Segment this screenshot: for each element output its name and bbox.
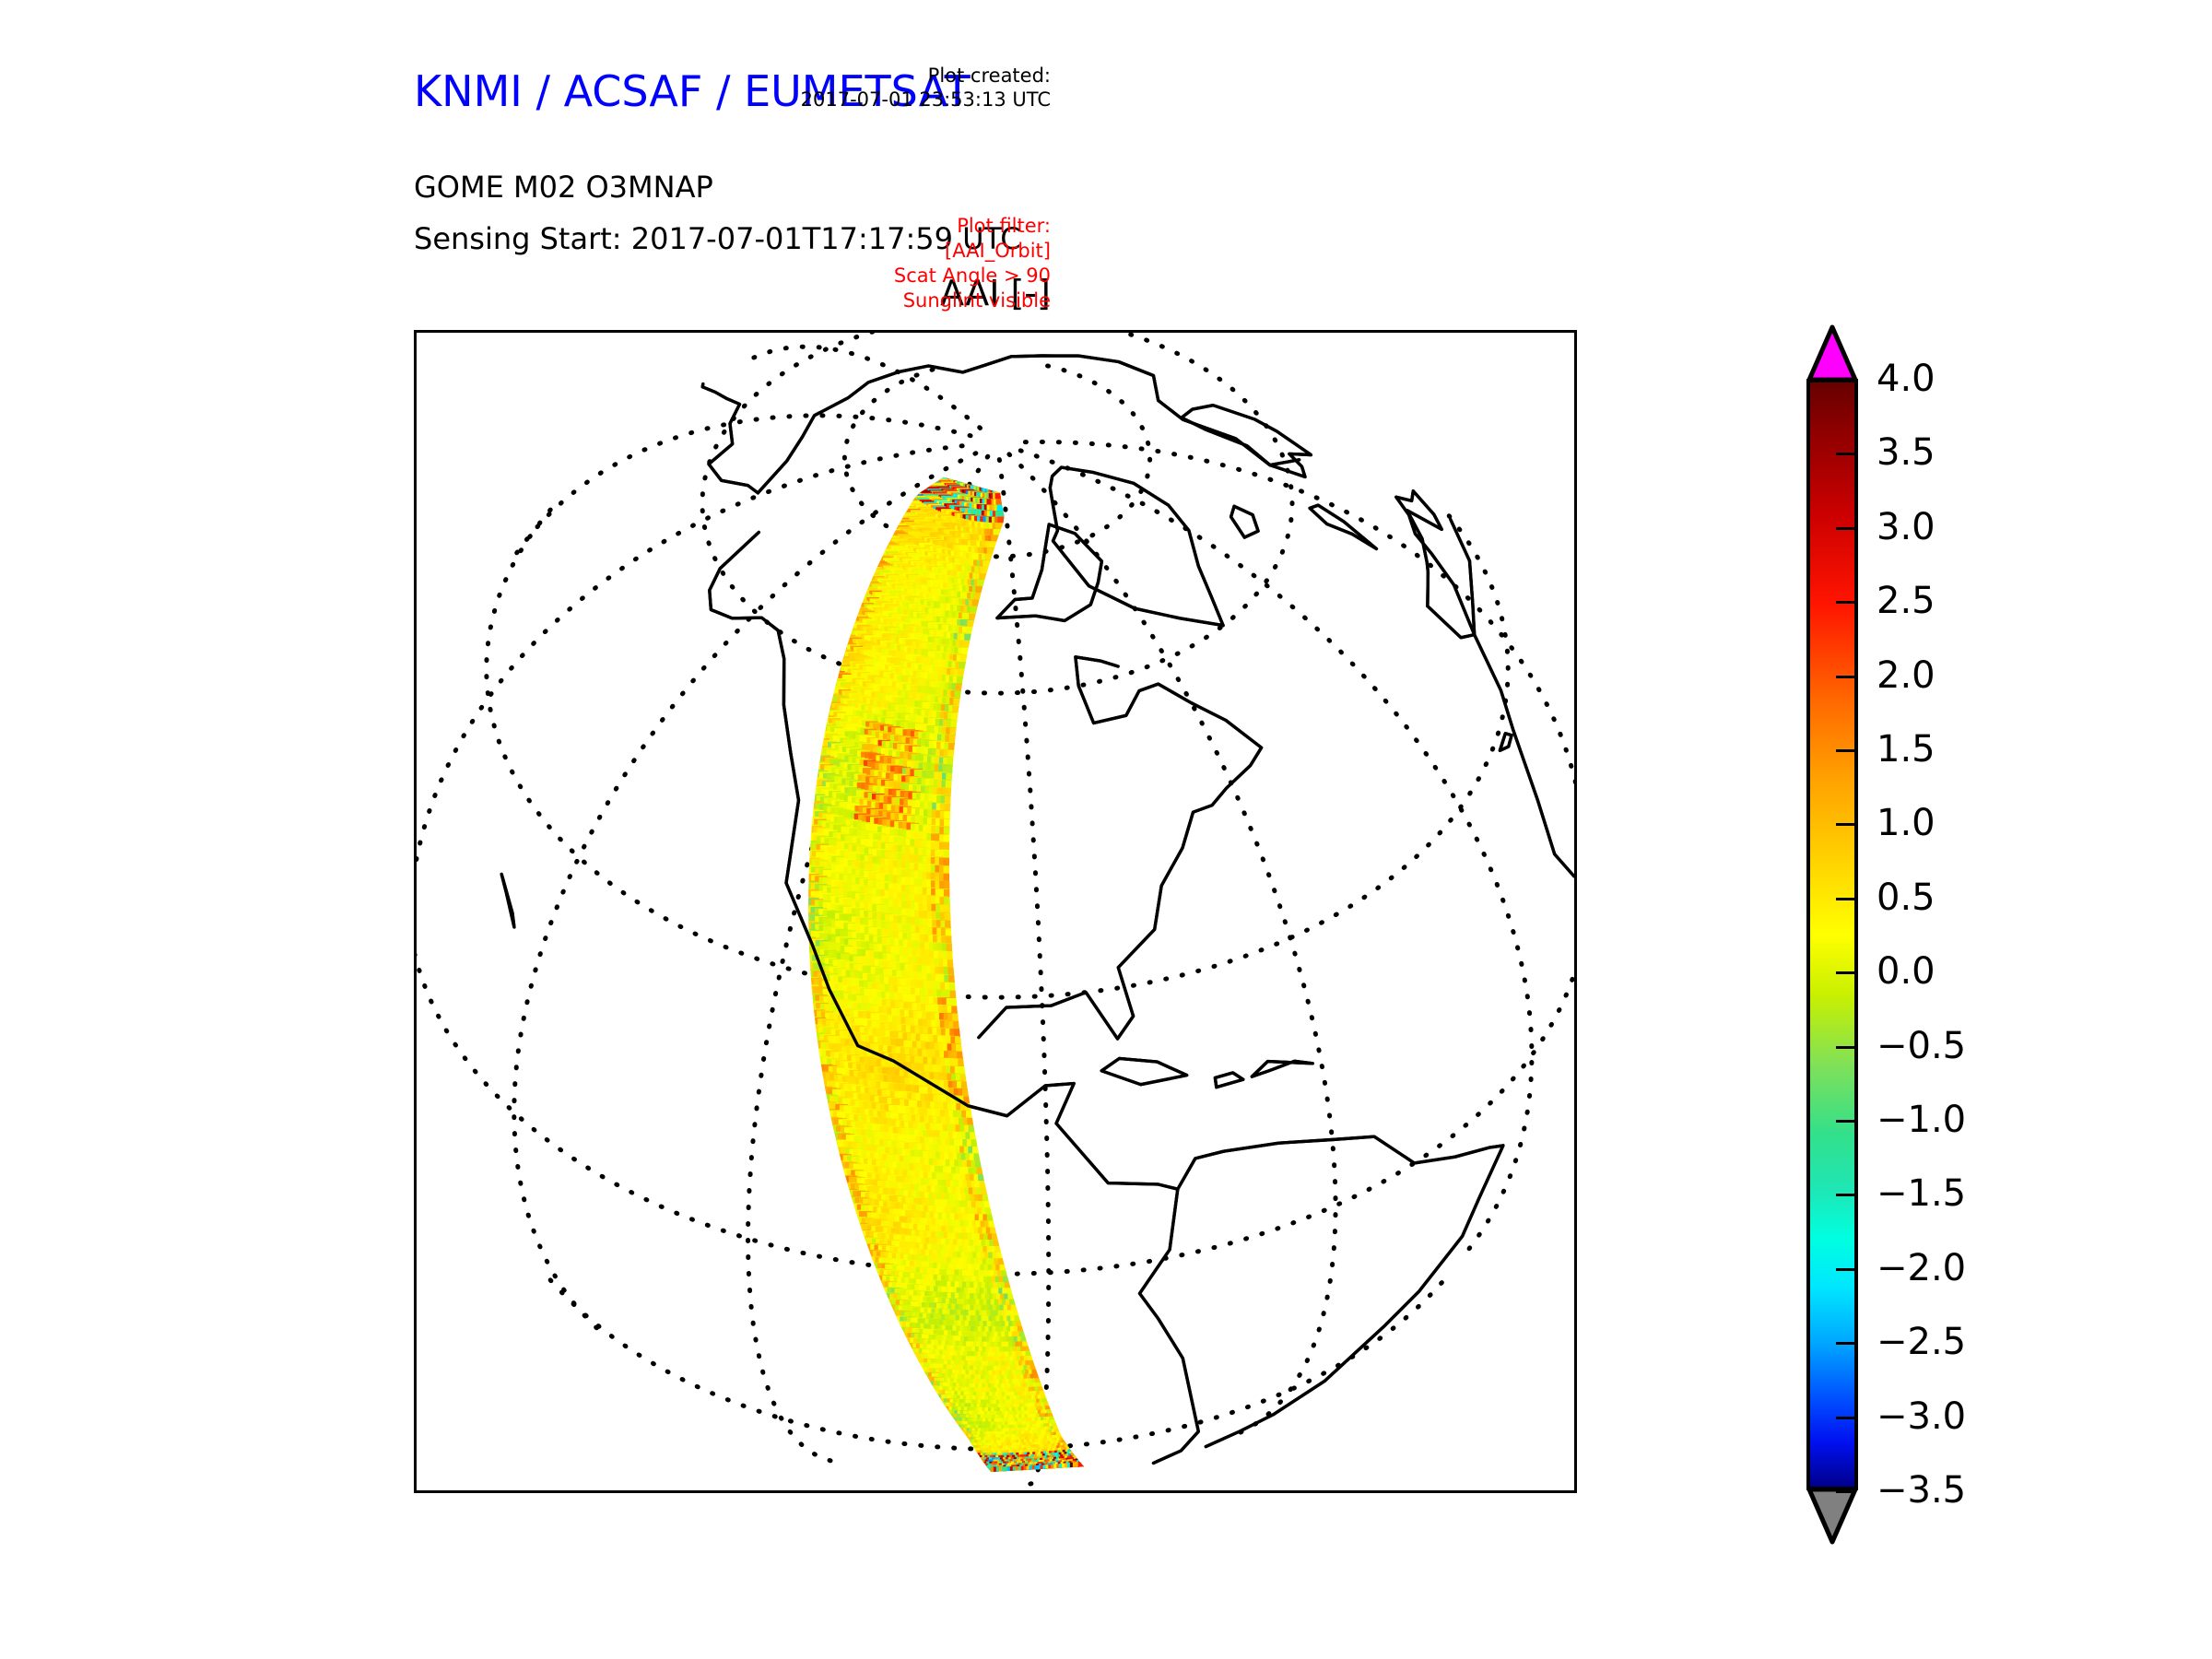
plot-filter-scat-angle: Scat Angle > 90 xyxy=(893,264,1051,287)
plot-filter-orbit: [AAI_Orbit] xyxy=(945,239,1051,262)
product-name: GOME M02 O3MNAP xyxy=(414,170,713,205)
map-canvas xyxy=(417,333,1574,1487)
graticule-line xyxy=(751,344,988,435)
graticule-line xyxy=(484,507,1511,1000)
plot-title: AAI [-] xyxy=(940,273,1051,313)
coastline-segment xyxy=(977,655,1264,1041)
graticule-line xyxy=(1013,446,1535,1252)
coastline-segment xyxy=(1048,465,1225,628)
graticule-line xyxy=(417,952,1574,1277)
graticule-line xyxy=(512,448,983,1331)
plot-created-block: Plot created: 2017-07-01 23:53:13 UTC xyxy=(664,65,1051,112)
plot-created-label: Plot created: xyxy=(927,65,1051,87)
satellite-swath-data xyxy=(808,477,1085,1472)
plot-filter-block: Plot filter: [AAI_Orbit] Scat Angle > 90… xyxy=(664,214,1051,313)
plot-created-timestamp: 2017-07-01 23:53:13 UTC xyxy=(800,88,1051,111)
plot-filter-sunglint: Sunglint visible xyxy=(902,288,1051,312)
sensing-start-text: Sensing Start: 2017-07-01T17:17:59 UTC xyxy=(414,221,1021,256)
page-title-organisation: KNMI / ACSAF / EUMETSAT xyxy=(414,66,971,116)
map-plot-area xyxy=(414,330,1577,1493)
coastline-segment xyxy=(756,354,1301,495)
plot-filter-label: Plot filter: xyxy=(957,215,1051,237)
graticule-line xyxy=(1015,439,1574,787)
graticule-line xyxy=(514,413,982,556)
graticule-line xyxy=(1006,452,1338,1435)
